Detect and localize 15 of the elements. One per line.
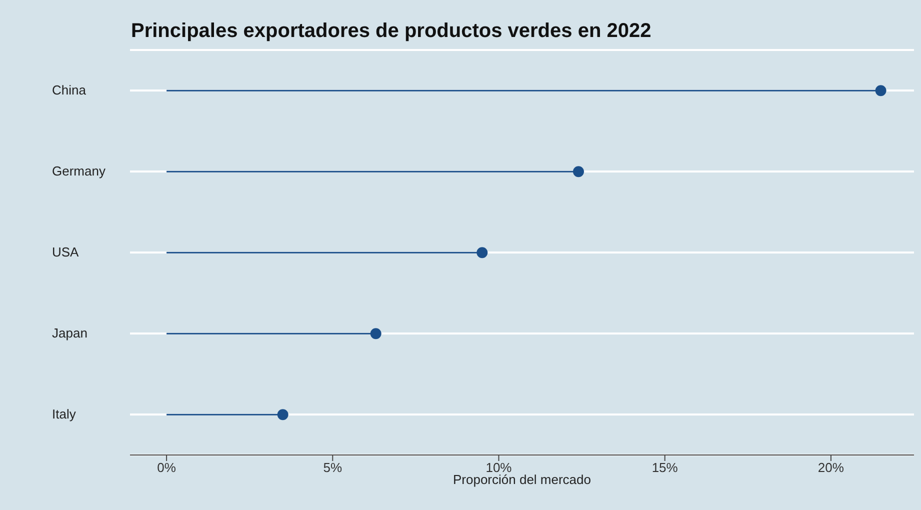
- x-tick-label: 15%: [652, 460, 678, 476]
- y-tick-label: Italy: [52, 406, 76, 422]
- x-tick-label: 0%: [157, 460, 176, 476]
- point: [277, 409, 288, 420]
- point: [476, 247, 488, 258]
- y-tick-label: Germany: [52, 164, 106, 178]
- y-tick-label: USA: [52, 244, 80, 260]
- point: [875, 85, 886, 96]
- x-tick-label: 20%: [818, 460, 844, 476]
- y-tick-label: China: [52, 82, 87, 98]
- point: [572, 166, 584, 178]
- x-tick-label: 5%: [323, 460, 342, 476]
- y-tick-label: Japan: [52, 326, 88, 340]
- chart-title: Principales exportadores de productos verdes en 2022: [131, 20, 652, 43]
- point: [370, 328, 382, 340]
